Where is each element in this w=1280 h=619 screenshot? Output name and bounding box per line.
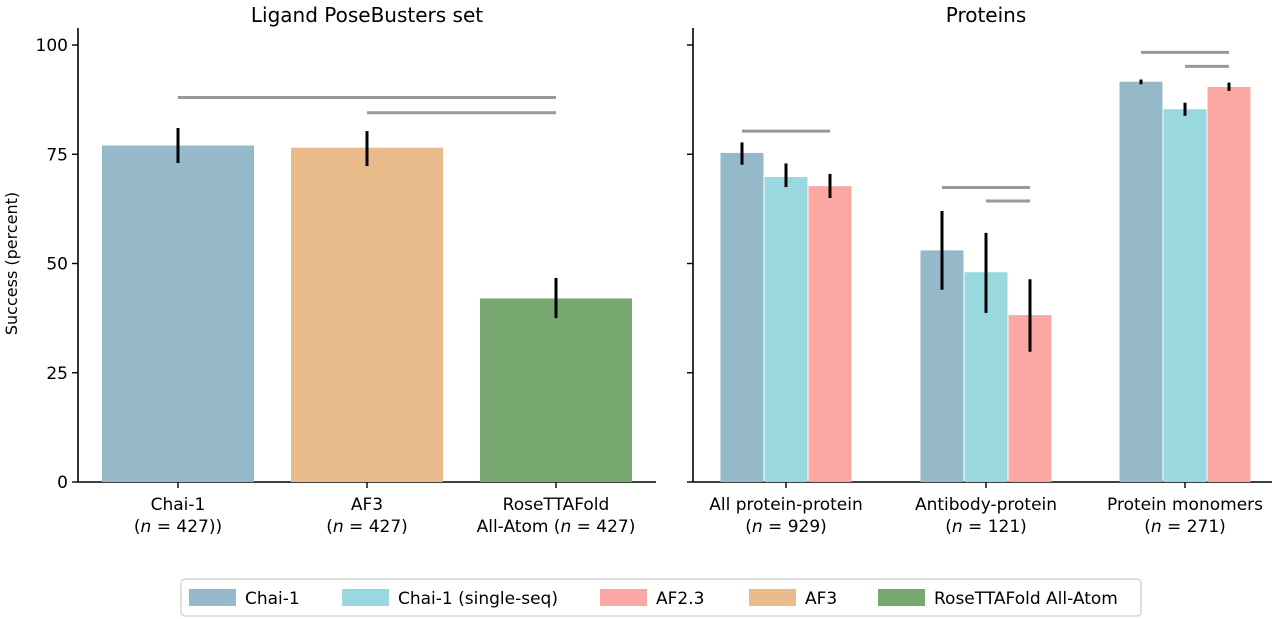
legend-label: AF2.3 — [656, 589, 704, 609]
y-tick-label: 75 — [46, 145, 68, 165]
legend-item: AF3 — [749, 589, 837, 609]
bar-chai-1 — [720, 152, 764, 482]
x-category-label: Protein monomers — [1107, 495, 1263, 515]
legend-frame — [180, 578, 1142, 617]
y-tick-label: 100 — [36, 36, 68, 56]
legend-label: RoseTTAFold All-Atom — [934, 589, 1118, 609]
legend-item: Chai-1 — [189, 589, 300, 609]
right-chart-title: Proteins — [946, 3, 1027, 27]
bar-chai-1-single-seq- — [764, 176, 808, 482]
x-category-count: (n = 929) — [745, 517, 827, 537]
legend-item: RoseTTAFold All-Atom — [878, 589, 1118, 609]
legend-label: Chai-1 (single-seq) — [398, 589, 558, 609]
x-category-count: (n = 427) — [326, 517, 408, 537]
legend: Chai-1 Chai-1 (single-seq) AF2.3 AF3 RoseTTA… — [180, 578, 1142, 617]
x-category-label: Antibody-protein — [915, 495, 1057, 515]
legend-label: AF3 — [805, 589, 837, 609]
legend-swatch — [342, 589, 389, 606]
x-category-label: Chai-1 — [151, 495, 206, 515]
bar-chai-1 — [102, 145, 254, 482]
x-category-label: AF3 — [351, 495, 383, 515]
legend-swatch — [600, 589, 647, 606]
bar-af2-3 — [808, 186, 852, 482]
y-tick-label: 25 — [46, 364, 68, 384]
x-category-count: (n = 271) — [1144, 517, 1226, 537]
legend-swatch — [878, 589, 925, 606]
legend-item: AF2.3 — [600, 589, 704, 609]
x-category-count: All-Atom (n = 427) — [477, 517, 636, 537]
x-category-count: (n = 427)) — [134, 517, 222, 537]
bar-chai-1-single-seq- — [1163, 109, 1207, 482]
legend-swatch — [189, 589, 236, 606]
x-category-count: (n = 121) — [945, 517, 1027, 537]
y-tick-label: 50 — [46, 255, 68, 275]
x-category-label: All protein-protein — [709, 495, 862, 515]
bar-af2-3 — [1207, 86, 1251, 483]
y-axis-label: Success (percent) — [2, 192, 21, 335]
bar-chai-1 — [1119, 81, 1163, 482]
legend-label: Chai-1 — [245, 589, 300, 609]
x-category-label: RoseTTAFold — [503, 495, 610, 515]
y-tick-label: 0 — [57, 473, 68, 493]
left-chart-title: Ligand PoseBusters set — [251, 3, 483, 27]
legend-item: Chai-1 (single-seq) — [342, 589, 558, 609]
legend-swatch — [749, 589, 796, 606]
bar-af3 — [291, 147, 443, 482]
bar-rosettafold — [480, 298, 632, 482]
